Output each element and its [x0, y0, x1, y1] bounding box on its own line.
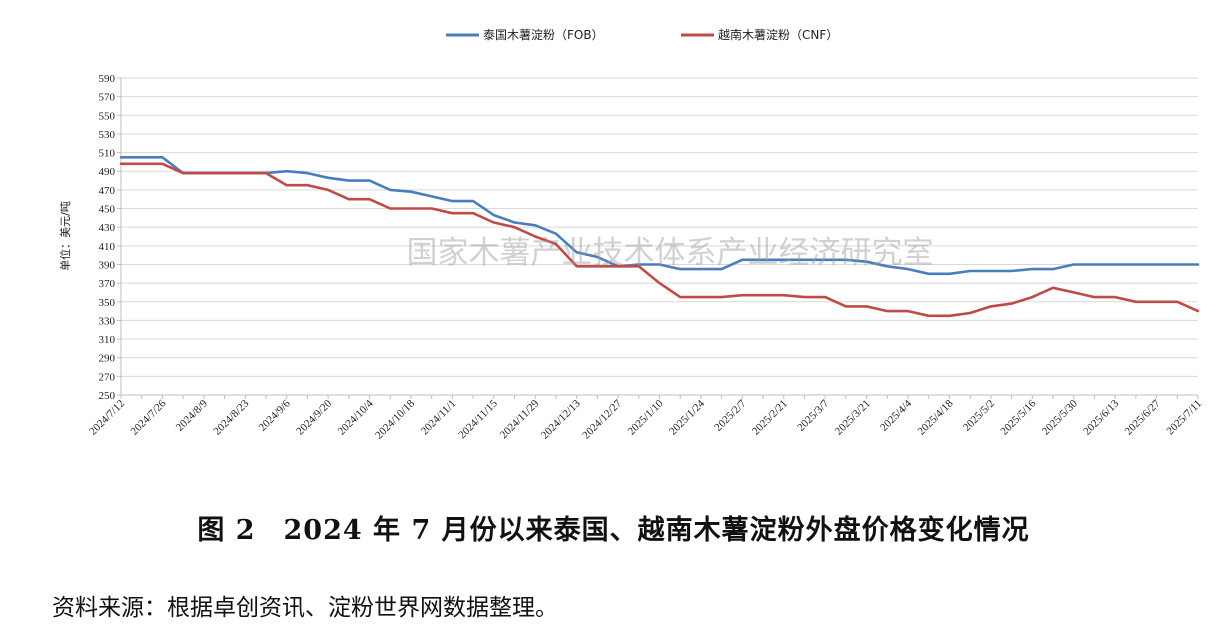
- series-line-1: [119, 162, 1200, 318]
- figure-caption: 图 2 2024 年 7 月份以来泰国、越南木薯淀粉外盘价格变化情况: [197, 515, 1030, 546]
- x-tick-label: 2024/10/4: [336, 397, 376, 437]
- y-tick-label: 370: [99, 278, 116, 290]
- y-tick-label: 530: [99, 129, 116, 141]
- x-tick-label: 2024/7/12: [87, 398, 127, 438]
- x-tick-label: 2025/3/21: [833, 398, 873, 438]
- x-tick-label: 2025/4/4: [878, 397, 914, 433]
- y-tick-label: 570: [99, 92, 116, 104]
- x-tick-label: 2025/6/27: [1123, 397, 1163, 437]
- y-tick-label: 550: [99, 110, 116, 122]
- x-tick-label: 2025/7/11: [1164, 398, 1204, 438]
- x-tick-label: 2025/6/13: [1081, 397, 1121, 437]
- x-tick-label: 2024/7/26: [129, 397, 169, 437]
- y-tick-label: 290: [99, 353, 116, 365]
- watermark: 国家木薯产业技术体系产业经济研究室: [407, 235, 934, 271]
- legend: 泰国木薯淀粉（FOB） 越南木薯淀粉（CNF）: [446, 27, 838, 42]
- x-tick-label: 2025/2/21: [750, 398, 790, 438]
- y-tick-label: 590: [99, 73, 116, 85]
- y-tick-label: 470: [99, 185, 116, 197]
- y-tick-labels: 250 270 290 310 330 350 370 390 410 430 450 470 490 5…: [99, 73, 116, 402]
- x-tick-label: 2025/5/16: [998, 397, 1038, 437]
- x-tick-label: 2024/9/20: [294, 397, 334, 437]
- x-tick-label: 2025/5/30: [1040, 397, 1080, 437]
- x-tick-labels: 2024/7/12 2024/7/26 2024/8/9 2024/8/23 2024/…: [87, 397, 1204, 441]
- y-tick-label: 350: [99, 297, 116, 309]
- line-chart: 泰国木薯淀粉（FOB） 越南木薯淀粉（CNF） 250 270 290 310 330 35…: [58, 27, 1204, 442]
- x-tick-label: 2025/3/7: [795, 397, 831, 433]
- x-tick-label: 2024/12/27: [580, 397, 624, 441]
- x-tick-label: 2025/1/24: [667, 397, 707, 437]
- x-tick-label: 2024/10/18: [373, 397, 417, 441]
- x-tick-label: 2024/11/29: [498, 397, 542, 441]
- x-tick-label: 2025/5/2: [961, 398, 997, 434]
- x-tick-label: 2025/1/10: [626, 397, 666, 437]
- x-tick-label: 2024/8/9: [174, 397, 210, 433]
- y-tick-label: 490: [99, 166, 116, 178]
- x-tick-label: 2024/11/1: [419, 398, 459, 438]
- x-tick-label: 2024/11/15: [456, 397, 500, 441]
- y-tick-label: 390: [99, 259, 116, 271]
- y-tick-label: 330: [99, 315, 116, 327]
- series-line-0: [119, 156, 1200, 276]
- x-tick-label: 2025/2/7: [712, 397, 748, 433]
- y-tick-label: 410: [99, 241, 116, 253]
- y-axis-label: 单位：美元/吨: [58, 201, 72, 271]
- axes: [117, 77, 1199, 399]
- y-tick-label: 310: [99, 334, 116, 346]
- y-tick-label: 450: [99, 204, 116, 216]
- series-lines: [119, 156, 1200, 318]
- y-tick-label: 430: [99, 222, 116, 234]
- x-tick-label: 2024/12/13: [539, 397, 583, 441]
- legend-label-1: 越南木薯淀粉（CNF）: [718, 27, 838, 42]
- y-tick-label: 250: [99, 390, 116, 402]
- x-tick-label: 2025/4/18: [916, 397, 956, 437]
- y-tick-label: 510: [99, 148, 116, 160]
- source-note: 资料来源：根据卓创资讯、淀粉世界网数据整理。: [52, 595, 558, 621]
- gridlines: [121, 77, 1198, 377]
- x-tick-label: 2024/8/23: [211, 397, 251, 437]
- legend-label-0: 泰国木薯淀粉（FOB）: [483, 28, 604, 42]
- x-tick-label: 2024/9/6: [257, 397, 293, 433]
- y-tick-label: 270: [99, 371, 116, 383]
